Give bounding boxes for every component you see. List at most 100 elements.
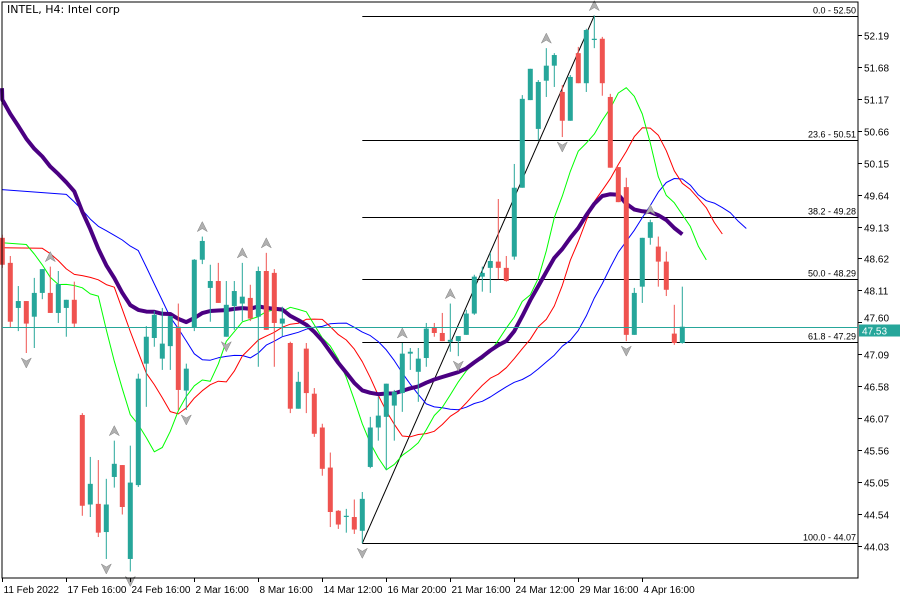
candle-body [103,504,109,533]
candle-body [191,259,197,328]
x-tick-label: 2 Mar 16:00 [196,585,250,596]
candle [391,389,397,441]
candle [263,252,269,330]
chart-title: INTEL, H4: Intel corp [7,3,120,16]
x-tick-label: 16 Mar 20:00 [388,585,447,596]
y-tick-label: 50.66 [864,128,889,139]
candle-body [207,281,213,288]
alligator-lips-line [1,87,707,471]
candle [511,163,517,260]
fib-level-label: 100.0 - 44.07 [803,533,856,543]
candle [679,286,685,344]
candle-body [7,262,13,322]
candle [671,304,677,345]
candle [303,342,309,414]
candle [95,460,101,538]
y-tick-label: 51.68 [864,64,889,75]
candle [455,336,461,357]
candle-body [383,383,389,417]
fractal-down-arrow-icon [620,345,632,357]
fib-level-label: 50.0 - 48.29 [808,269,856,279]
candle-body [639,237,645,287]
fractal-down-arrow-icon [356,547,368,559]
candle-body [367,427,373,467]
candle [295,371,301,409]
x-tick-label: 29 Mar 16:00 [580,585,639,596]
candle [567,75,573,121]
candle-body [543,65,549,81]
candle [607,93,613,168]
y-tick-label: 48.62 [864,255,889,266]
candle [495,199,501,280]
candle-body [391,391,397,406]
candle [543,48,549,97]
candle-body [279,318,285,324]
candle [599,36,605,96]
candle-body [87,483,93,505]
candle-body [39,269,45,293]
candle-body [135,378,141,486]
candle-body [47,292,53,313]
candle-body [327,467,333,513]
candle-body [295,381,301,409]
candle-body [575,53,581,84]
candle [15,286,21,332]
candle-body [63,299,69,308]
candle-body [463,313,469,335]
y-tick-label: 44.54 [864,511,889,522]
candle [191,259,197,332]
candle [431,322,437,337]
candle [551,53,557,87]
candle [663,251,669,297]
candle [111,440,117,488]
candle-body [199,240,205,260]
candle [335,510,341,529]
candle [311,388,317,437]
candle [471,274,477,315]
fractal-up-arrow-icon [444,287,456,300]
candle-body [511,187,517,257]
candle-body [623,187,629,335]
y-tick-label: 45.05 [864,479,889,490]
x-tick-label: 8 Mar 16:00 [260,585,314,596]
current-price-badge [859,324,900,337]
candle [359,491,365,544]
candle-body [23,301,29,324]
candle-body [583,29,589,84]
y-tick-label: 46.58 [864,383,889,394]
candle-body [31,292,37,317]
candle-body [631,292,637,335]
candle [167,316,173,370]
fibonacci-retracement[interactable]: 0.0 - 52.50 23.6 - 50.51 38.2 - 49.28 50.0 … [361,6,858,544]
candle-body [431,327,437,333]
candle-body [615,167,621,203]
candle-body [399,353,405,394]
fib-level-label: 0.0 - 52.50 [813,6,856,16]
candle [55,271,61,323]
candle [127,445,133,572]
candle-body [167,316,173,347]
y-tick-label: 45.56 [864,447,889,458]
candle-body [55,284,61,313]
candle-body [679,326,685,343]
candle [231,281,237,330]
candle-body [351,517,357,530]
candle [7,255,13,328]
candle-body [287,342,293,409]
candle [31,277,37,348]
candle [519,95,525,188]
candle-body [415,358,421,372]
fractal-down-arrow-icon [100,563,112,575]
y-tick-label: 51.17 [864,96,889,107]
candle [487,252,493,293]
candle-body [95,503,101,533]
candle [639,237,645,303]
candle [287,341,293,414]
candle-body [487,260,493,268]
y-tick-label: 49.64 [864,192,889,203]
y-tick-label: 47.60 [864,314,889,325]
candle [535,80,541,141]
fractal-up-arrow-icon [108,425,120,437]
candle [463,309,469,335]
